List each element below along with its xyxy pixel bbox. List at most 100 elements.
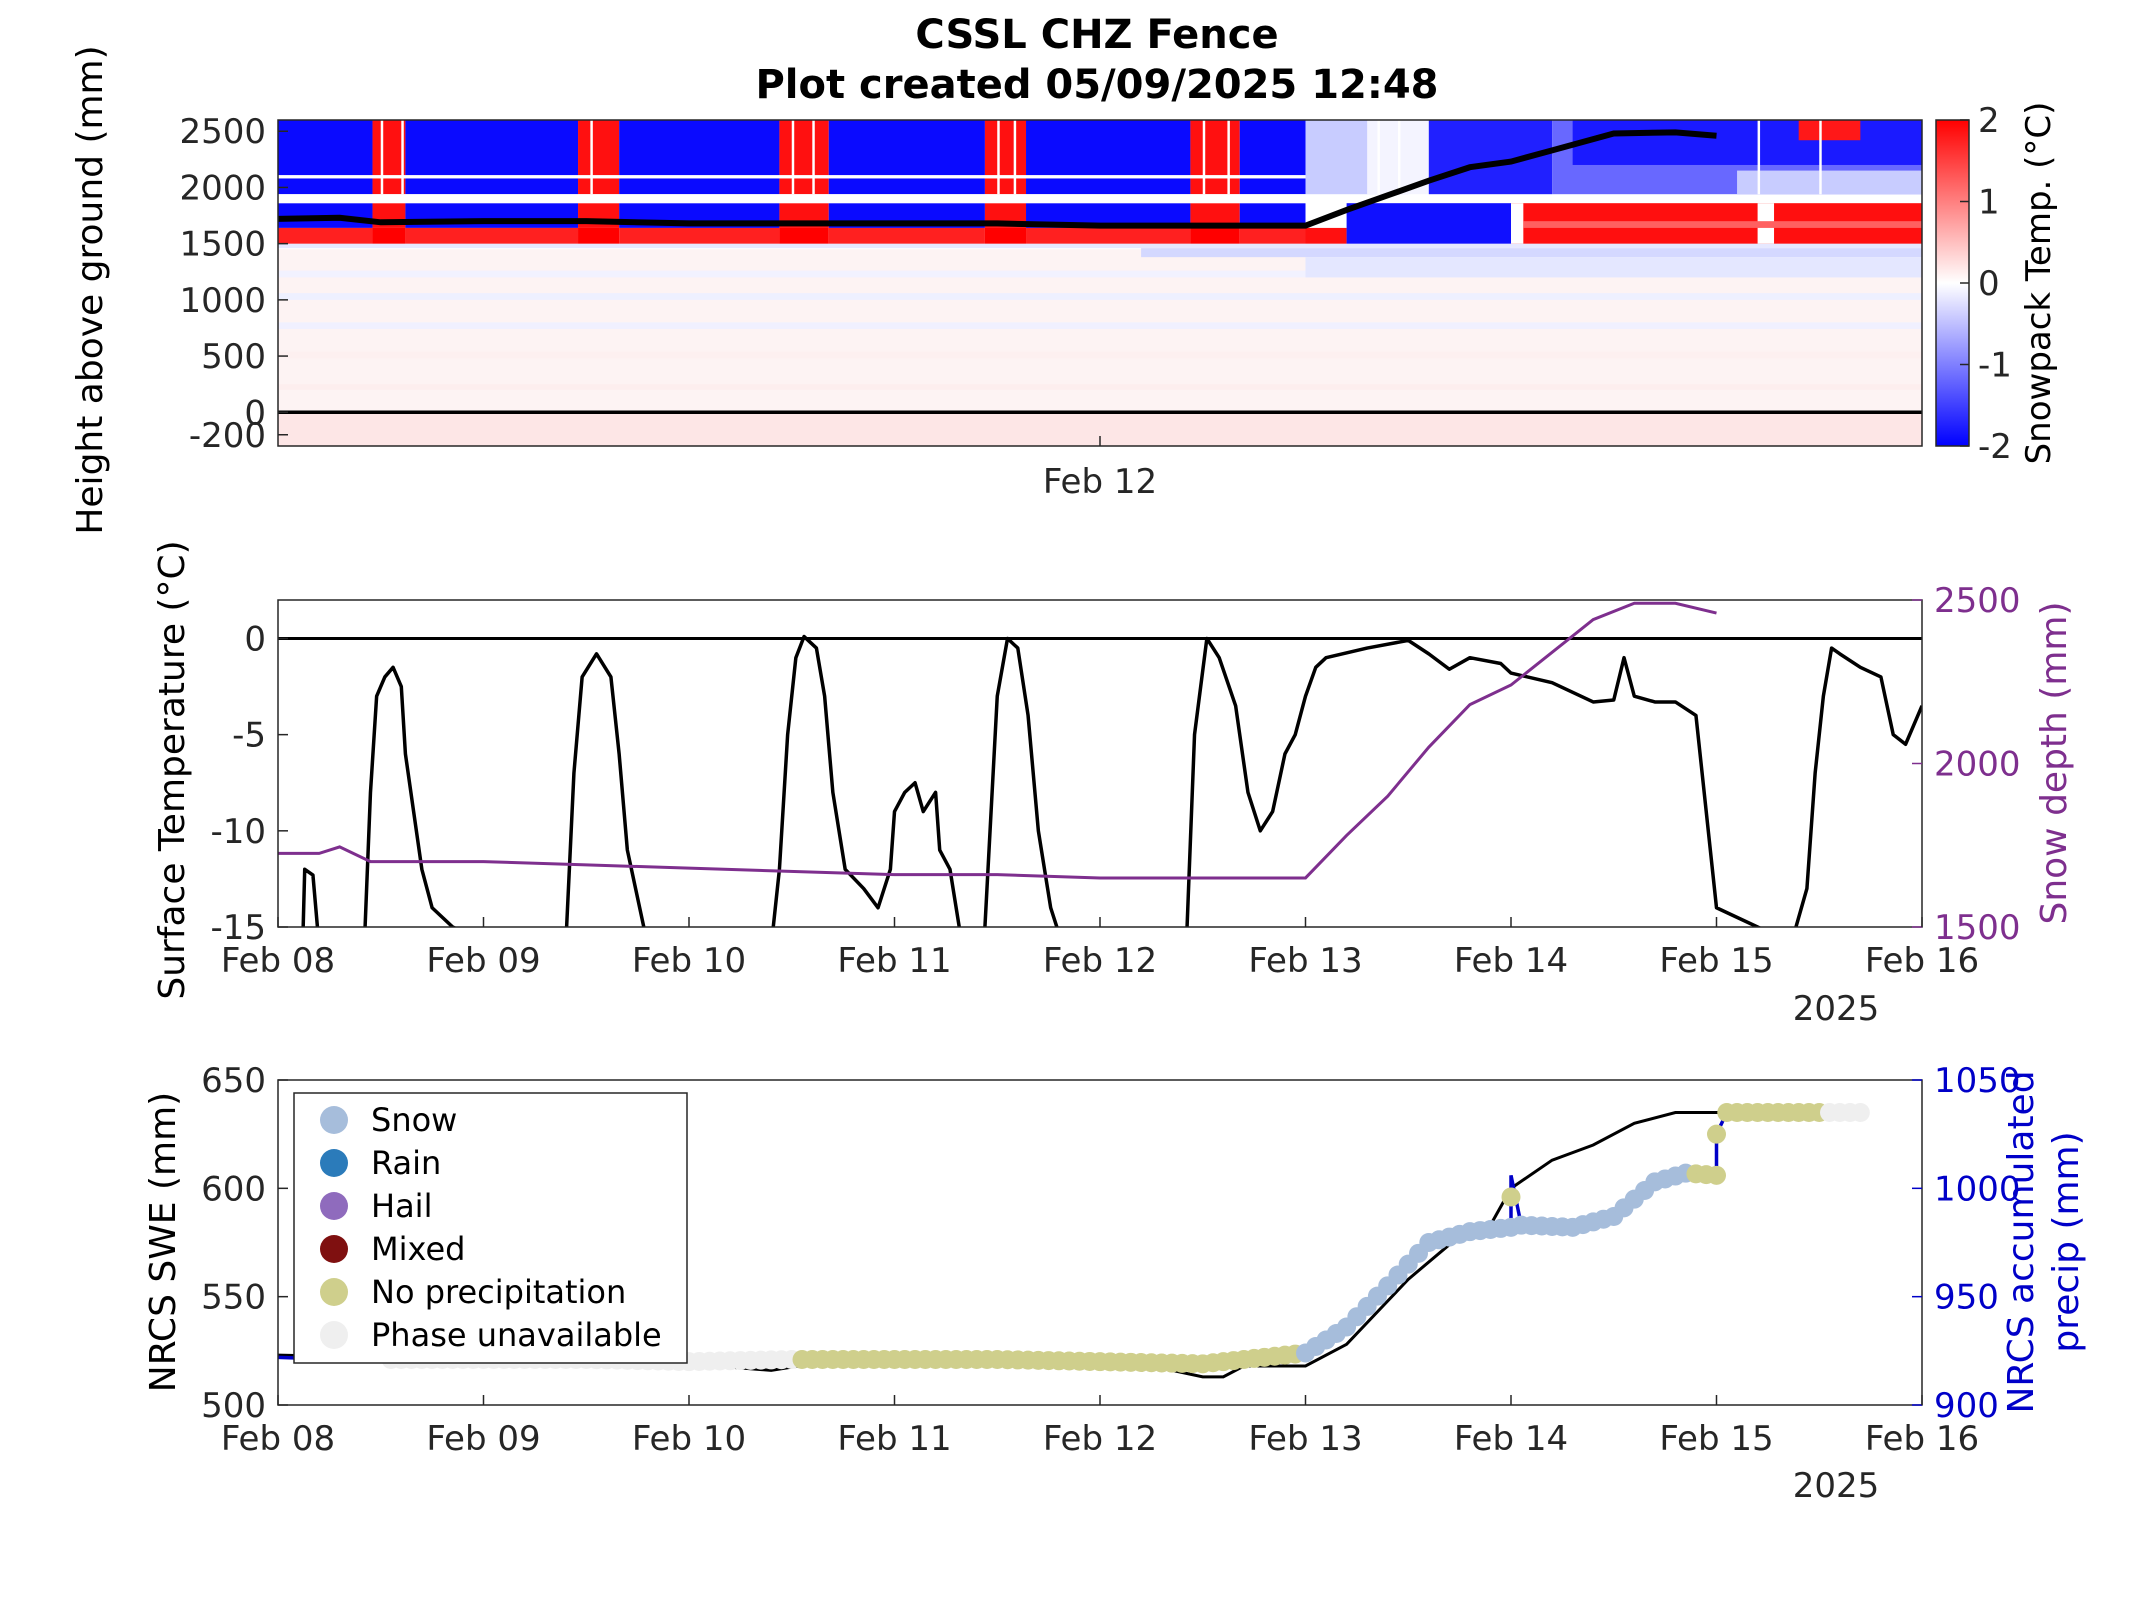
heatmap-cells <box>278 120 1922 446</box>
legend-box <box>293 1092 688 1364</box>
heatmap-cell <box>1819 120 1822 195</box>
panel2-x-tick-label: Feb 14 <box>1454 941 1568 981</box>
heatmap-cell <box>1202 120 1206 195</box>
heatmap-cell <box>791 120 795 195</box>
colorbar-tick-label: -2 <box>1978 427 2012 467</box>
legend-marker <box>320 1149 348 1177</box>
heatmap-cell <box>278 241 1922 249</box>
surface-temperature-series <box>301 634 1922 927</box>
panel1-x-ticks: Feb 12 <box>1043 436 1157 502</box>
figure-title: CSSL CHZ Fence <box>915 12 1278 58</box>
panel3-x-tick-label: Feb 13 <box>1248 1419 1362 1459</box>
heatmap-cell <box>590 120 593 195</box>
panel1-y-tick-label: 1000 <box>179 281 266 321</box>
heatmap-cell <box>578 120 620 195</box>
panel3-y-tick-label: 650 <box>201 1061 266 1101</box>
heatmap-cell <box>372 120 406 195</box>
panel1-y-ticks: -2000 500 1000 1500 2000 2500 <box>179 112 288 456</box>
panel2-x-tick-label: Feb 09 <box>426 941 540 981</box>
colorbar-tick-label: 2 <box>1978 101 2000 141</box>
heatmap-cell <box>1190 120 1240 195</box>
legend-label: No precipitation <box>371 1273 626 1311</box>
panel2-y-label: Surface Temperature (°C) <box>152 540 193 999</box>
panel2-y-ticks: 0 -5 -10 -15 <box>210 619 288 948</box>
panel3-y-ticks-right: 1050 1000 950 900 <box>1912 1061 2021 1426</box>
panel-nrcs-swe: 650 600 550 500 1050 1000 950 900 Feb 08 Feb 09… <box>143 1061 2087 1506</box>
panel3-x-ticks: Feb 08 Feb 09 Feb 10 Feb 11 Feb 12 Feb 13 Feb … <box>221 1395 1979 1459</box>
heatmap-cell <box>1737 170 1922 195</box>
heatmap-cell <box>828 120 985 195</box>
panel2-x-tick-label: Feb 12 <box>1043 941 1157 981</box>
phase-marker <box>1707 1124 1726 1144</box>
panel2-x-tick-label: Feb 08 <box>221 941 335 981</box>
panel3-y-label: NRCS SWE (mm) <box>143 1092 184 1392</box>
panel3-x-tick-label: Feb 15 <box>1659 1419 1773 1459</box>
heatmap-cell <box>278 322 1922 330</box>
heatmap-cell <box>779 120 829 195</box>
panel2-x-tick-label: Feb 11 <box>837 941 951 981</box>
heatmap-cell <box>984 120 1027 195</box>
heatmap-cell <box>1572 120 1922 165</box>
panel2-x-tick-label: Feb 13 <box>1248 941 1362 981</box>
heatmap-cell <box>1141 248 1922 258</box>
heatmap-cell <box>405 227 579 244</box>
panel2-x-ticks: Feb 08 Feb 09 Feb 10 Feb 11 Feb 12 Feb 13 Feb … <box>221 917 1979 981</box>
panel2-x-tick-label: Feb 16 <box>1865 941 1979 981</box>
heatmap-overlays <box>278 129 1922 415</box>
panel2-year-label: 2025 <box>1793 989 1880 1029</box>
panel1-y-tick-label: 0 <box>244 393 266 433</box>
heatmap-cell <box>619 120 780 195</box>
heatmap-cell <box>578 227 620 244</box>
heatmap-cell <box>1305 227 1347 244</box>
legend-marker <box>320 1278 348 1306</box>
legend-marker <box>320 1321 348 1349</box>
panel3-x-tick-label: Feb 10 <box>632 1419 746 1459</box>
heatmap-cell <box>278 120 373 195</box>
panel1-y-label: Height above ground (mm) <box>70 45 111 534</box>
panel3-y-ticks: 650 600 550 500 <box>201 1061 288 1426</box>
legend-label: Hail <box>371 1187 432 1225</box>
snow-depth-series <box>278 601 1717 880</box>
heatmap-cell <box>405 120 579 195</box>
legend-label: Phase unavailable <box>371 1316 662 1354</box>
panel3-y-tick-label: 500 <box>201 1386 266 1426</box>
heatmap-cell <box>1026 227 1191 244</box>
heatmap-cell <box>1239 227 1306 244</box>
colorbar-tick-label: 1 <box>1978 183 2000 223</box>
panel2-y-tick-label: -5 <box>232 716 266 756</box>
panel3-y-tick-label-right: 950 <box>1934 1278 1999 1318</box>
heatmap-cell <box>278 384 1922 390</box>
heatmap-cell <box>401 120 404 195</box>
panel1-y-tick-label: 500 <box>201 337 266 377</box>
panel3-x-tick-label: Feb 08 <box>221 1419 335 1459</box>
phase-marker <box>1707 1165 1726 1185</box>
heatmap-cell <box>372 227 406 244</box>
legend-marker <box>320 1235 348 1263</box>
panel3-y-tick-label-right: 1000 <box>1934 1169 2021 1209</box>
heatmap-cell <box>1346 203 1511 244</box>
heatmap-cell <box>828 227 985 244</box>
phase-marker <box>1501 1187 1521 1207</box>
figure-subtitle: Plot created 05/09/2025 12:48 <box>755 62 1438 108</box>
panel3-x-tick-label: Feb 11 <box>837 1419 951 1459</box>
panel2-y-ticks-right: 2500 2000 1500 <box>1912 581 2021 948</box>
colorbar-tick-label: -1 <box>1978 346 2012 386</box>
heatmap-cell <box>278 175 1922 179</box>
panel3-y-tick-label: 600 <box>201 1169 266 1209</box>
panel1-y-tick-label: 2000 <box>179 168 266 208</box>
heatmap-cell <box>278 195 1922 199</box>
heatmap-cell <box>1239 120 1306 195</box>
panel3-y-label-right-line1: NRCS accumulated <box>2001 1070 2042 1413</box>
panel3-x-tick-label: Feb 16 <box>1865 1419 1979 1459</box>
panel1-y-tick-label: 2500 <box>179 112 266 152</box>
panel3-y-tick-label-right: 900 <box>1934 1386 1999 1426</box>
panel3-year-label: 2025 <box>1793 1466 1880 1506</box>
heatmap-cell <box>1798 120 1861 141</box>
heatmap-cell <box>779 227 829 244</box>
heatmap-cell <box>278 227 373 244</box>
heatmap-cell <box>984 227 1027 244</box>
panel3-x-tick-label: Feb 12 <box>1043 1419 1157 1459</box>
heatmap-cell <box>278 270 1922 278</box>
legend-marker <box>320 1106 348 1134</box>
